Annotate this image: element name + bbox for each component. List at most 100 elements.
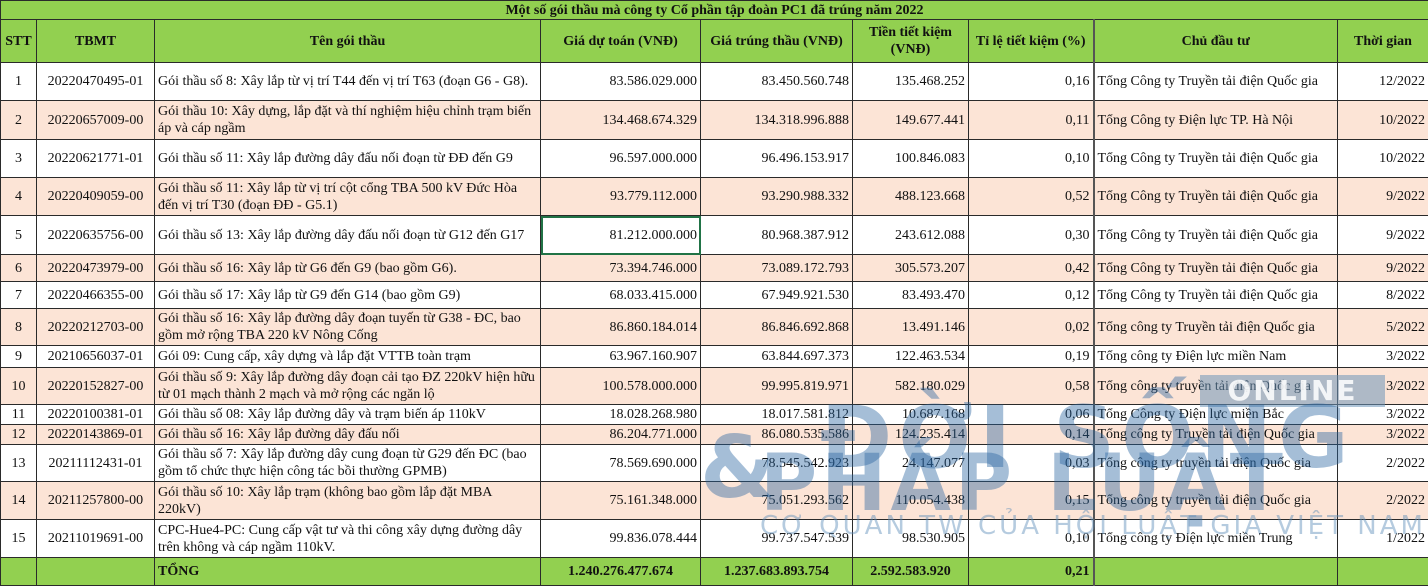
cell-tbmt[interactable]: 20220621771-01 [37,140,155,178]
cell-chu-dau-tu[interactable]: Tổng Công ty Truyền tải điện Quốc gia [1094,255,1338,282]
cell-tbmt[interactable]: 20211112431-01 [37,445,155,482]
cell-gia-trung-thau[interactable]: 99.737.547.539 [701,520,853,558]
cell-gia-du-toan[interactable]: 68.033.415.000 [541,282,701,309]
cell-ti-le[interactable]: 0,11 [969,101,1094,140]
total-ti-le[interactable]: 0,21 [969,558,1094,586]
cell-gia-trung-thau[interactable]: 86.846.692.868 [701,309,853,346]
cell-tien-tiet-kiem[interactable]: 110.054.438 [853,482,969,520]
cell-gia-du-toan[interactable]: 86.860.184.014 [541,309,701,346]
cell-tien-tiet-kiem[interactable]: 24.147.077 [853,445,969,482]
cell-ten-goi-thau[interactable]: Gói 09: Cung cấp, xây dựng và lắp đặt VT… [155,346,541,368]
cell-gia-du-toan[interactable]: 18.028.268.980 [541,405,701,425]
cell-ti-le[interactable]: 0,58 [969,368,1094,405]
cell-ti-le[interactable]: 0,10 [969,140,1094,178]
cell-stt[interactable]: 4 [1,178,37,216]
cell-gia-trung-thau[interactable]: 134.318.996.888 [701,101,853,140]
cell-ti-le[interactable]: 0,02 [969,309,1094,346]
cell-gia-trung-thau[interactable]: 83.450.560.748 [701,63,853,101]
cell-tien-tiet-kiem[interactable]: 13.491.146 [853,309,969,346]
cell-stt[interactable]: 10 [1,368,37,405]
total-cell-thoi-gian[interactable] [1338,558,1428,586]
cell-gia-trung-thau[interactable]: 80.968.387.912 [701,216,853,255]
cell-gia-du-toan[interactable]: 83.586.029.000 [541,63,701,101]
cell-chu-dau-tu[interactable]: Tổng công ty Truyền tải điện Quốc gia [1094,309,1338,346]
cell-ti-le[interactable]: 0,52 [969,178,1094,216]
cell-gia-trung-thau[interactable]: 63.844.697.373 [701,346,853,368]
cell-gia-du-toan[interactable]: 78.569.690.000 [541,445,701,482]
header-tbmt[interactable]: TBMT [37,20,155,63]
cell-thoi-gian[interactable]: 8/2022 [1338,282,1428,309]
cell-tbmt[interactable]: 20211257800-00 [37,482,155,520]
cell-chu-dau-tu[interactable]: Tổng Công ty Truyền tải điện Quốc gia [1094,63,1338,101]
cell-tbmt[interactable]: 20220657009-00 [37,101,155,140]
cell-ten-goi-thau[interactable]: Gói thầu số 16: Xây lắp đường dây đấu nố… [155,425,541,445]
cell-tien-tiet-kiem[interactable]: 100.846.083 [853,140,969,178]
cell-gia-du-toan[interactable]: 93.779.112.000 [541,178,701,216]
cell-stt[interactable]: 2 [1,101,37,140]
cell-gia-trung-thau[interactable]: 67.949.921.530 [701,282,853,309]
cell-chu-dau-tu[interactable]: Tổng công ty Điện lực miền Nam [1094,346,1338,368]
total-label[interactable]: TỔNG [155,558,541,586]
cell-tien-tiet-kiem[interactable]: 305.573.207 [853,255,969,282]
cell-tien-tiet-kiem[interactable]: 83.493.470 [853,282,969,309]
cell-stt[interactable]: 8 [1,309,37,346]
cell-thoi-gian[interactable]: 5/2022 [1338,309,1428,346]
cell-tbmt[interactable]: 20211019691-00 [37,520,155,558]
cell-gia-trung-thau[interactable]: 18.017.581.812 [701,405,853,425]
cell-ten-goi-thau[interactable]: Gói thầu số 13: Xây lắp đường dây đấu nố… [155,216,541,255]
cell-chu-dau-tu[interactable]: Tổng công ty Điện lực miền Trung [1094,520,1338,558]
cell-ten-goi-thau[interactable]: Gói thầu số 11: Xây lắp từ vị trí cột cổ… [155,178,541,216]
cell-stt[interactable]: 9 [1,346,37,368]
cell-ti-le[interactable]: 0,06 [969,405,1094,425]
header-ten-goi-thau[interactable]: Tên gói thầu [155,20,541,63]
cell-tbmt[interactable]: 20220212703-00 [37,309,155,346]
cell-stt[interactable]: 13 [1,445,37,482]
cell-thoi-gian[interactable]: 3/2022 [1338,425,1428,445]
cell-ten-goi-thau[interactable]: Gói thầu số 9: Xây lắp đường dây đoạn cả… [155,368,541,405]
cell-ti-le[interactable]: 0,42 [969,255,1094,282]
cell-chu-dau-tu[interactable]: Tổng Công ty Truyền tải điện Quốc gia [1094,178,1338,216]
cell-stt[interactable]: 7 [1,282,37,309]
cell-ten-goi-thau[interactable]: Gói thầu số 10: Xây lắp trạm (không bao … [155,482,541,520]
total-gia-du-toan[interactable]: 1.240.276.477.674 [541,558,701,586]
cell-ten-goi-thau[interactable]: Gói thầu 10: Xây dựng, lắp đặt và thí ng… [155,101,541,140]
cell-ten-goi-thau[interactable]: Gói thầu số 7: Xây lắp đường dây cung đo… [155,445,541,482]
cell-chu-dau-tu[interactable]: Tổng công ty Truyền tải điện Quốc gia [1094,425,1338,445]
cell-chu-dau-tu[interactable]: Tổng Công ty Điện lực TP. Hà Nội [1094,101,1338,140]
cell-tien-tiet-kiem[interactable]: 10.687.168 [853,405,969,425]
cell-thoi-gian[interactable]: 10/2022 [1338,140,1428,178]
cell-ti-le[interactable]: 0,14 [969,425,1094,445]
total-cell-stt[interactable] [1,558,37,586]
cell-ten-goi-thau[interactable]: Gói thầu số 16: Xây lắp từ G6 đến G9 (ba… [155,255,541,282]
cell-stt[interactable]: 6 [1,255,37,282]
cell-tien-tiet-kiem[interactable]: 135.468.252 [853,63,969,101]
cell-stt[interactable]: 1 [1,63,37,101]
cell-thoi-gian[interactable]: 12/2022 [1338,63,1428,101]
header-chu-dau-tu[interactable]: Chủ đầu tư [1094,20,1338,63]
cell-tbmt[interactable]: 20220470495-01 [37,63,155,101]
cell-chu-dau-tu[interactable]: Tổng công ty truyền tải điện Quốc gia [1094,368,1338,405]
cell-thoi-gian[interactable]: 3/2022 [1338,346,1428,368]
cell-stt[interactable]: 15 [1,520,37,558]
header-gia-trung-thau[interactable]: Giá trúng thầu (VNĐ) [701,20,853,63]
cell-gia-du-toan[interactable]: 99.836.078.444 [541,520,701,558]
cell-gia-trung-thau[interactable]: 78.545.542.923 [701,445,853,482]
cell-ti-le[interactable]: 0,16 [969,63,1094,101]
cell-chu-dau-tu[interactable]: Tổng Công ty Truyền tải điện Quốc gia [1094,282,1338,309]
cell-ten-goi-thau[interactable]: Gói thầu số 8: Xây lắp từ vị trí T44 đến… [155,63,541,101]
cell-ti-le[interactable]: 0,19 [969,346,1094,368]
cell-ten-goi-thau[interactable]: CPC-Hue4-PC: Cung cấp vật tư và thi công… [155,520,541,558]
cell-gia-du-toan[interactable]: 100.578.000.000 [541,368,701,405]
cell-thoi-gian[interactable]: 1/2022 [1338,520,1428,558]
cell-thoi-gian[interactable]: 2/2022 [1338,445,1428,482]
cell-ti-le[interactable]: 0,12 [969,282,1094,309]
cell-ten-goi-thau[interactable]: Gói thầu số 11: Xây lắp đường dây đấu nố… [155,140,541,178]
cell-gia-du-toan[interactable]: 96.597.000.000 [541,140,701,178]
cell-gia-du-toan[interactable]: 81.212.000.000 [541,216,701,255]
cell-ti-le[interactable]: 0,10 [969,520,1094,558]
cell-gia-trung-thau[interactable]: 96.496.153.917 [701,140,853,178]
cell-ti-le[interactable]: 0,30 [969,216,1094,255]
cell-gia-du-toan[interactable]: 73.394.746.000 [541,255,701,282]
cell-tbmt[interactable]: 20220143869-01 [37,425,155,445]
cell-chu-dau-tu[interactable]: Tổng Công ty Truyền tải điện Quốc gia [1094,140,1338,178]
